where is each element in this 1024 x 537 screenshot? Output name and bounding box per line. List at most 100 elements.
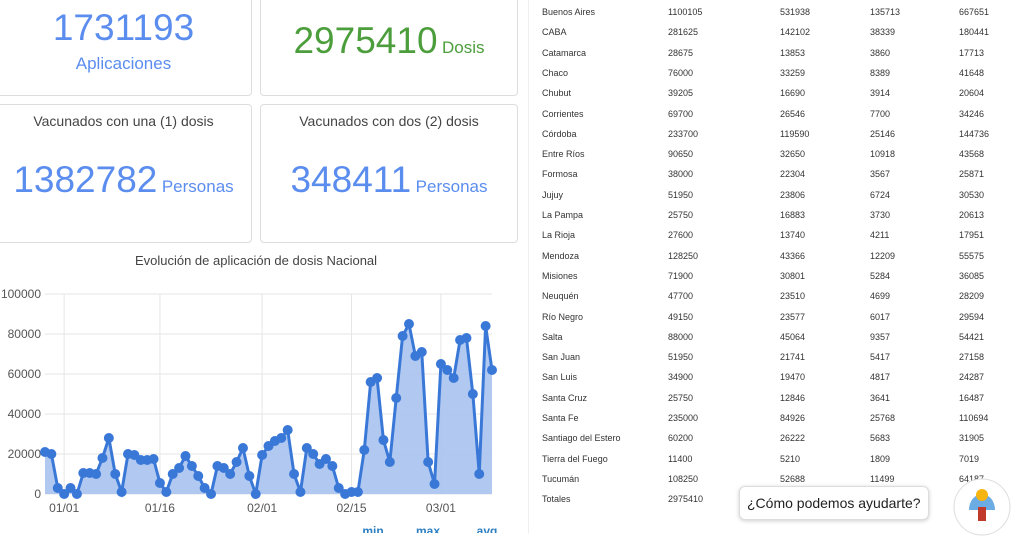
point — [467, 389, 478, 399]
card-unit: Aplicaciones — [75, 54, 172, 73]
table-cell: 3641 — [870, 392, 891, 403]
table-cell: Chaco — [542, 67, 569, 78]
table-cell: 8389 — [870, 67, 891, 78]
table-cell: 135713 — [870, 7, 901, 17]
table-cell: 17713 — [959, 47, 985, 58]
table-cell: 36085 — [959, 270, 985, 281]
table-cell: Neuquén — [542, 291, 579, 302]
point — [174, 463, 185, 473]
table-cell: Formosa — [542, 169, 578, 180]
table-cell: 27158 — [959, 352, 985, 363]
table-cell: Entre Ríos — [542, 149, 585, 160]
point — [384, 457, 395, 467]
table-cell: 32650 — [780, 149, 806, 160]
table-cell: 38000 — [668, 169, 694, 180]
point — [429, 479, 440, 489]
table-cell: 25750 — [668, 210, 694, 220]
point — [218, 463, 229, 473]
table-cell: 4211 — [870, 230, 890, 241]
table-cell: Salta — [542, 331, 563, 342]
table-cell: 39205 — [668, 88, 694, 99]
table-cell: 60200 — [668, 433, 694, 444]
table-cell: 29594 — [959, 311, 985, 322]
table-cell: 51950 — [668, 352, 694, 363]
table-cell: 5284 — [870, 270, 891, 281]
point — [71, 489, 82, 499]
table-cell: 21741 — [780, 352, 806, 363]
table-cell: 19470 — [780, 372, 806, 383]
point — [327, 461, 338, 471]
table-cell: 84926 — [780, 413, 806, 423]
point — [435, 359, 446, 369]
table-cell: 1100105 — [668, 7, 703, 17]
table-cell: CABA — [542, 27, 567, 38]
point — [403, 319, 414, 329]
table-cell: 281625 — [668, 27, 699, 38]
table-cell: 12209 — [870, 250, 896, 261]
table-cell: 3860 — [870, 47, 891, 58]
point — [295, 487, 306, 497]
table-cell: 11499 — [870, 473, 895, 484]
table-cell: 6724 — [870, 189, 891, 200]
table-cell: 34900 — [668, 372, 694, 383]
table-cell: Santa Fe — [542, 413, 579, 423]
table-cell: 27600 — [668, 230, 694, 241]
table-cell: 13740 — [780, 230, 806, 241]
point — [206, 489, 217, 499]
point — [186, 461, 197, 471]
table-cell: 25871 — [959, 169, 985, 180]
table-cell: 22304 — [780, 169, 806, 180]
y-tick-label: 60000 — [8, 367, 42, 381]
point — [250, 489, 261, 499]
point — [282, 425, 293, 435]
point — [148, 454, 159, 464]
x-tick-label: 01/16 — [145, 501, 175, 515]
point — [91, 469, 102, 479]
table-cell: 30801 — [780, 270, 806, 281]
table-cell: 34246 — [959, 108, 985, 119]
table-cell: 16690 — [780, 88, 806, 99]
table-cell: 24287 — [959, 372, 985, 383]
table-cell: Buenos Aires — [542, 7, 596, 17]
table-cell: Catamarca — [542, 47, 587, 58]
table-cell: 180441 — [959, 27, 990, 38]
table-cell: 54421 — [959, 331, 985, 342]
table-cell: Santa Cruz — [542, 392, 588, 403]
card-value: 348411 — [290, 159, 412, 200]
table-cell: 7700 — [870, 108, 891, 119]
table-cell: 45064 — [780, 331, 806, 342]
table-cell: 69700 — [668, 108, 694, 119]
table-cell: 52688 — [780, 473, 806, 484]
table-cell: 33259 — [780, 67, 806, 78]
table-cell: 16883 — [780, 210, 806, 220]
card: 2975410 Dosis — [260, 0, 518, 96]
table-cell: 43366 — [780, 250, 806, 261]
chat-bubble[interactable]: ¿Cómo podemos ayudarte? — [739, 486, 929, 520]
table-cell: 25768 — [870, 413, 896, 423]
x-tick-label: 02/01 — [247, 501, 277, 515]
table-cell: Jujuy — [542, 189, 564, 200]
point — [116, 487, 127, 497]
table-cell: 10918 — [870, 149, 896, 160]
table-cell: 30530 — [959, 189, 985, 200]
table-cell: 71900 — [668, 270, 694, 281]
y-tick-label: 100000 — [1, 287, 41, 301]
table-cell: 12846 — [780, 392, 806, 403]
point — [308, 449, 319, 459]
table-cell: 47700 — [668, 291, 694, 302]
table-cell: Misiones — [542, 270, 578, 281]
table-cell: 6017 — [870, 311, 891, 322]
point — [474, 469, 485, 479]
chat-icon[interactable] — [952, 477, 1012, 537]
y-tick-label: 20000 — [8, 447, 42, 461]
point — [289, 469, 300, 479]
card-title: Vacunados con dos (2) dosis — [299, 113, 479, 129]
y-tick-label: 40000 — [8, 407, 42, 421]
table-cell: 142102 — [780, 27, 811, 38]
card-unit: Dosis — [441, 38, 485, 57]
point — [103, 433, 114, 443]
table-cell: 110694 — [959, 413, 989, 423]
table-cell: Totales — [542, 494, 571, 505]
point — [416, 347, 427, 357]
table-cell: 531938 — [780, 7, 811, 17]
